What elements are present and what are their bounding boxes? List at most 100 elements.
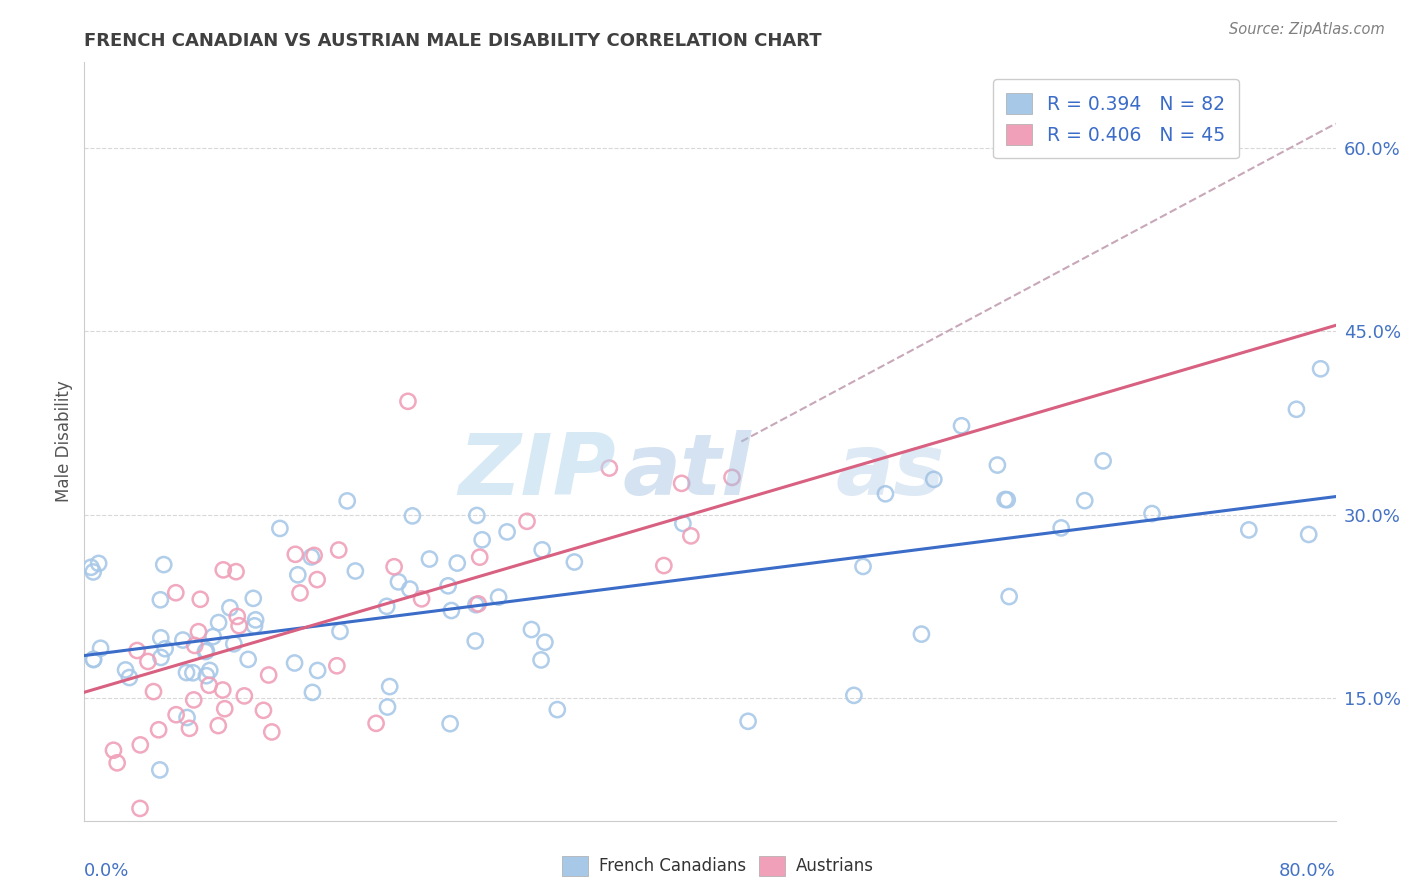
Point bbox=[105, 756, 128, 770]
Point bbox=[82, 652, 104, 666]
Text: as: as bbox=[835, 430, 945, 514]
Point bbox=[418, 552, 440, 566]
Point bbox=[184, 639, 207, 653]
Text: FRENCH CANADIAN VS AUSTRIAN MALE DISABILITY CORRELATION CHART: FRENCH CANADIAN VS AUSTRIAN MALE DISABIL… bbox=[84, 32, 823, 50]
Point bbox=[194, 644, 217, 658]
Point bbox=[464, 634, 486, 648]
Point bbox=[1298, 527, 1320, 541]
Point bbox=[149, 631, 172, 645]
Legend: R = 0.394   N = 82, R = 0.406   N = 45: R = 0.394 N = 82, R = 0.406 N = 45 bbox=[993, 79, 1239, 159]
Point bbox=[90, 641, 112, 656]
Point bbox=[198, 664, 221, 678]
Point bbox=[211, 683, 233, 698]
Point bbox=[1092, 454, 1115, 468]
Point bbox=[1140, 507, 1163, 521]
Point bbox=[994, 492, 1017, 507]
Point bbox=[149, 592, 172, 607]
Point bbox=[546, 703, 568, 717]
Point bbox=[679, 529, 702, 543]
Point bbox=[142, 684, 165, 698]
Point bbox=[998, 590, 1021, 604]
Point bbox=[214, 702, 236, 716]
Point bbox=[496, 524, 519, 539]
Point bbox=[198, 678, 221, 692]
Point bbox=[287, 567, 309, 582]
Point bbox=[82, 565, 104, 579]
Point bbox=[129, 801, 152, 815]
Point bbox=[153, 641, 176, 656]
Point bbox=[307, 573, 329, 587]
Point bbox=[995, 492, 1018, 507]
Point bbox=[257, 668, 280, 682]
Point bbox=[302, 549, 325, 563]
Point bbox=[488, 590, 510, 604]
Point bbox=[440, 603, 463, 617]
Point bbox=[598, 461, 620, 475]
Point bbox=[252, 703, 274, 717]
Text: Austrians: Austrians bbox=[796, 857, 873, 875]
Point bbox=[136, 655, 159, 669]
Point bbox=[129, 738, 152, 752]
Point bbox=[439, 716, 461, 731]
Point bbox=[329, 624, 352, 639]
Text: Source: ZipAtlas.com: Source: ZipAtlas.com bbox=[1229, 22, 1385, 37]
Point bbox=[233, 689, 256, 703]
Point bbox=[187, 624, 209, 639]
Point bbox=[652, 558, 675, 573]
Point bbox=[301, 685, 323, 699]
Point bbox=[382, 559, 405, 574]
Point bbox=[219, 600, 242, 615]
Point bbox=[243, 619, 266, 633]
Point bbox=[737, 714, 759, 729]
Point bbox=[195, 644, 218, 658]
Point bbox=[399, 582, 422, 596]
Point bbox=[910, 627, 932, 641]
Point bbox=[242, 591, 264, 606]
Point bbox=[269, 521, 291, 535]
Point bbox=[165, 586, 187, 600]
Point bbox=[245, 613, 267, 627]
Point bbox=[114, 663, 136, 677]
Point bbox=[228, 618, 250, 632]
Point bbox=[1309, 361, 1331, 376]
Point bbox=[207, 615, 229, 630]
Text: French Canadians: French Canadians bbox=[599, 857, 747, 875]
Point bbox=[531, 542, 554, 557]
Point bbox=[176, 665, 198, 680]
Point bbox=[176, 710, 198, 724]
Point bbox=[411, 591, 433, 606]
Text: atl: atl bbox=[623, 430, 751, 514]
Point bbox=[564, 555, 586, 569]
Point bbox=[401, 508, 423, 523]
Point bbox=[148, 723, 170, 737]
Point bbox=[378, 680, 401, 694]
Point bbox=[188, 592, 211, 607]
Point bbox=[225, 565, 247, 579]
Point bbox=[328, 543, 350, 558]
Point bbox=[260, 725, 283, 739]
Point bbox=[1050, 521, 1073, 535]
Point bbox=[721, 470, 744, 484]
Point bbox=[118, 671, 141, 685]
Point bbox=[222, 637, 245, 651]
Point bbox=[149, 763, 172, 777]
Point bbox=[875, 487, 897, 501]
Point bbox=[364, 716, 387, 731]
Point bbox=[165, 707, 187, 722]
Y-axis label: Male Disability: Male Disability bbox=[55, 381, 73, 502]
Point bbox=[672, 516, 695, 531]
Point bbox=[534, 635, 557, 649]
Point bbox=[284, 656, 307, 670]
Point bbox=[284, 547, 307, 561]
Point bbox=[1237, 523, 1260, 537]
Point bbox=[307, 664, 329, 678]
Text: 0.0%: 0.0% bbox=[84, 863, 129, 880]
Point bbox=[471, 533, 494, 547]
Point bbox=[344, 564, 367, 578]
Point bbox=[238, 652, 260, 666]
Point bbox=[465, 508, 488, 523]
Point bbox=[530, 653, 553, 667]
Point bbox=[922, 472, 945, 486]
Point bbox=[181, 665, 204, 680]
Point bbox=[375, 599, 398, 614]
